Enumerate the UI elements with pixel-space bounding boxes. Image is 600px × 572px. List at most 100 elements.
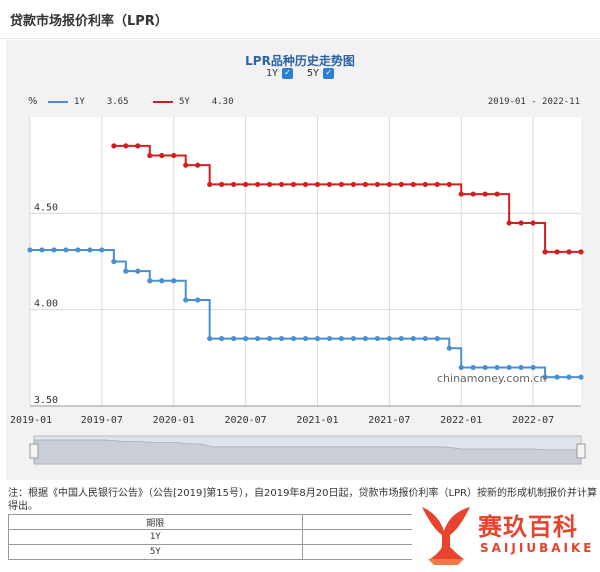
data-point-1y	[290, 335, 297, 342]
data-point-5y	[578, 249, 584, 255]
data-point-1y	[518, 364, 524, 371]
data-point-5y	[506, 220, 512, 226]
data-point-5y	[219, 181, 225, 188]
date-range: 2019-01 - 2022-11	[487, 97, 580, 107]
navigator-handle-left[interactable]	[29, 443, 39, 459]
y-tick-label: 3.50	[34, 395, 58, 406]
data-point-1y	[195, 297, 201, 303]
x-tick-label: 2019-01	[10, 415, 52, 426]
data-point-1y	[350, 335, 357, 342]
data-point-1y	[219, 335, 225, 342]
footnote: 注：根据《中国人民银行公告》（公告[2019]第15号），自2019年8月20日…	[8, 488, 598, 512]
x-tick-label: 2020-07	[225, 415, 267, 426]
data-point-1y	[39, 247, 45, 253]
watermark-en: SAIJIUBAIKE	[480, 541, 595, 555]
data-point-1y	[422, 335, 428, 342]
data-point-5y	[374, 181, 380, 188]
toggle-5y[interactable]: 5Y ✓	[307, 68, 335, 79]
data-point-5y	[207, 181, 213, 188]
data-point-1y	[123, 268, 129, 274]
chart-annotation: chinamoney.com.cn	[437, 372, 546, 385]
data-point-1y	[398, 335, 404, 342]
data-point-5y	[410, 181, 416, 188]
data-point-5y	[494, 191, 500, 197]
data-point-5y	[350, 181, 357, 188]
data-point-1y	[75, 247, 81, 253]
data-point-1y	[386, 335, 392, 342]
data-point-5y	[147, 152, 153, 159]
checkbox-checked-icon[interactable]: ✓	[281, 68, 293, 79]
data-point-5y	[398, 181, 404, 188]
data-point-1y	[506, 364, 512, 371]
data-point-5y	[446, 181, 452, 188]
table-cell-term: 1Y	[8, 529, 303, 545]
legend-swatch-1y	[48, 101, 68, 103]
data-point-5y	[554, 249, 560, 255]
data-point-1y	[554, 374, 560, 380]
data-point-1y	[446, 345, 452, 351]
data-point-1y	[566, 374, 572, 380]
data-point-1y	[338, 335, 345, 342]
data-point-1y	[135, 268, 141, 274]
checkbox-checked-icon[interactable]: ✓	[323, 68, 335, 79]
data-point-1y	[374, 335, 380, 342]
navigator-handle-right[interactable]	[576, 443, 586, 459]
data-point-5y	[195, 162, 201, 168]
data-point-5y	[470, 191, 476, 197]
page-title: 贷款市场报价利率（LPR）	[10, 14, 168, 29]
x-tick-label: 2021-01	[296, 415, 338, 426]
legend-item-1y[interactable]: 1Y 3.65	[48, 97, 129, 107]
data-point-1y	[494, 364, 500, 371]
data-point-5y	[434, 181, 440, 188]
data-point-5y	[183, 162, 189, 168]
data-point-1y	[470, 364, 476, 371]
legend-value-5y: 4.30	[211, 97, 234, 107]
data-point-1y	[434, 335, 440, 342]
data-point-1y	[63, 247, 69, 253]
legend-name-5y: 5Y	[179, 97, 190, 107]
data-point-1y	[147, 278, 153, 284]
data-point-5y	[314, 181, 321, 188]
data-point-1y	[266, 335, 273, 342]
x-tick-label: 2019-07	[81, 415, 123, 426]
toggle-5y-label: 5Y	[307, 68, 320, 79]
chart-title: LPR品种历史走势图	[245, 54, 355, 68]
x-tick-label: 2020-01	[153, 415, 195, 426]
lpr-chart: 3.50 4.00 4.50 2019-01 2019-07 2020-01 2020-0…	[10, 117, 586, 465]
toggle-1y-label: 1Y	[265, 68, 278, 79]
data-point-5y	[530, 220, 536, 226]
data-point-5y	[111, 143, 117, 149]
series-line-5y	[113, 144, 581, 253]
legend-value-1y: 3.65	[106, 97, 129, 107]
watermark: 赛玖百科 SAIJIUBAIKE	[412, 497, 600, 572]
data-point-1y	[530, 364, 536, 371]
data-point-1y	[51, 247, 57, 253]
data-point-5y	[266, 181, 273, 188]
y-axis-unit: %	[28, 96, 38, 107]
x-tick-label: 2021-07	[368, 415, 410, 426]
toggle-1y[interactable]: 1Y ✓	[266, 68, 293, 79]
data-point-5y	[278, 181, 285, 188]
data-point-1y	[159, 278, 165, 284]
data-point-5y	[362, 181, 368, 188]
data-point-5y	[171, 152, 177, 159]
data-point-1y	[111, 258, 117, 265]
y-tick-label: 4.00	[34, 299, 58, 310]
data-point-1y	[207, 335, 213, 342]
legend-swatch-5y	[153, 101, 173, 103]
y-tick-label: 4.50	[34, 202, 58, 213]
x-tick-label: 2022-01	[440, 415, 482, 426]
legend-item-5y[interactable]: 5Y 4.30	[153, 97, 234, 107]
data-point-5y	[338, 181, 345, 188]
x-tick-label: 2022-07	[512, 415, 554, 426]
whale-tail-logo-icon	[422, 507, 470, 565]
data-point-5y	[231, 181, 237, 188]
data-point-5y	[542, 249, 548, 255]
data-point-1y	[183, 297, 189, 303]
data-point-1y	[302, 335, 309, 342]
data-point-1y	[254, 335, 261, 342]
legend-name-1y: 1Y	[74, 97, 85, 107]
watermark-cn: 赛玖百科	[478, 513, 578, 541]
data-point-5y	[302, 181, 309, 188]
data-point-1y	[243, 335, 249, 342]
